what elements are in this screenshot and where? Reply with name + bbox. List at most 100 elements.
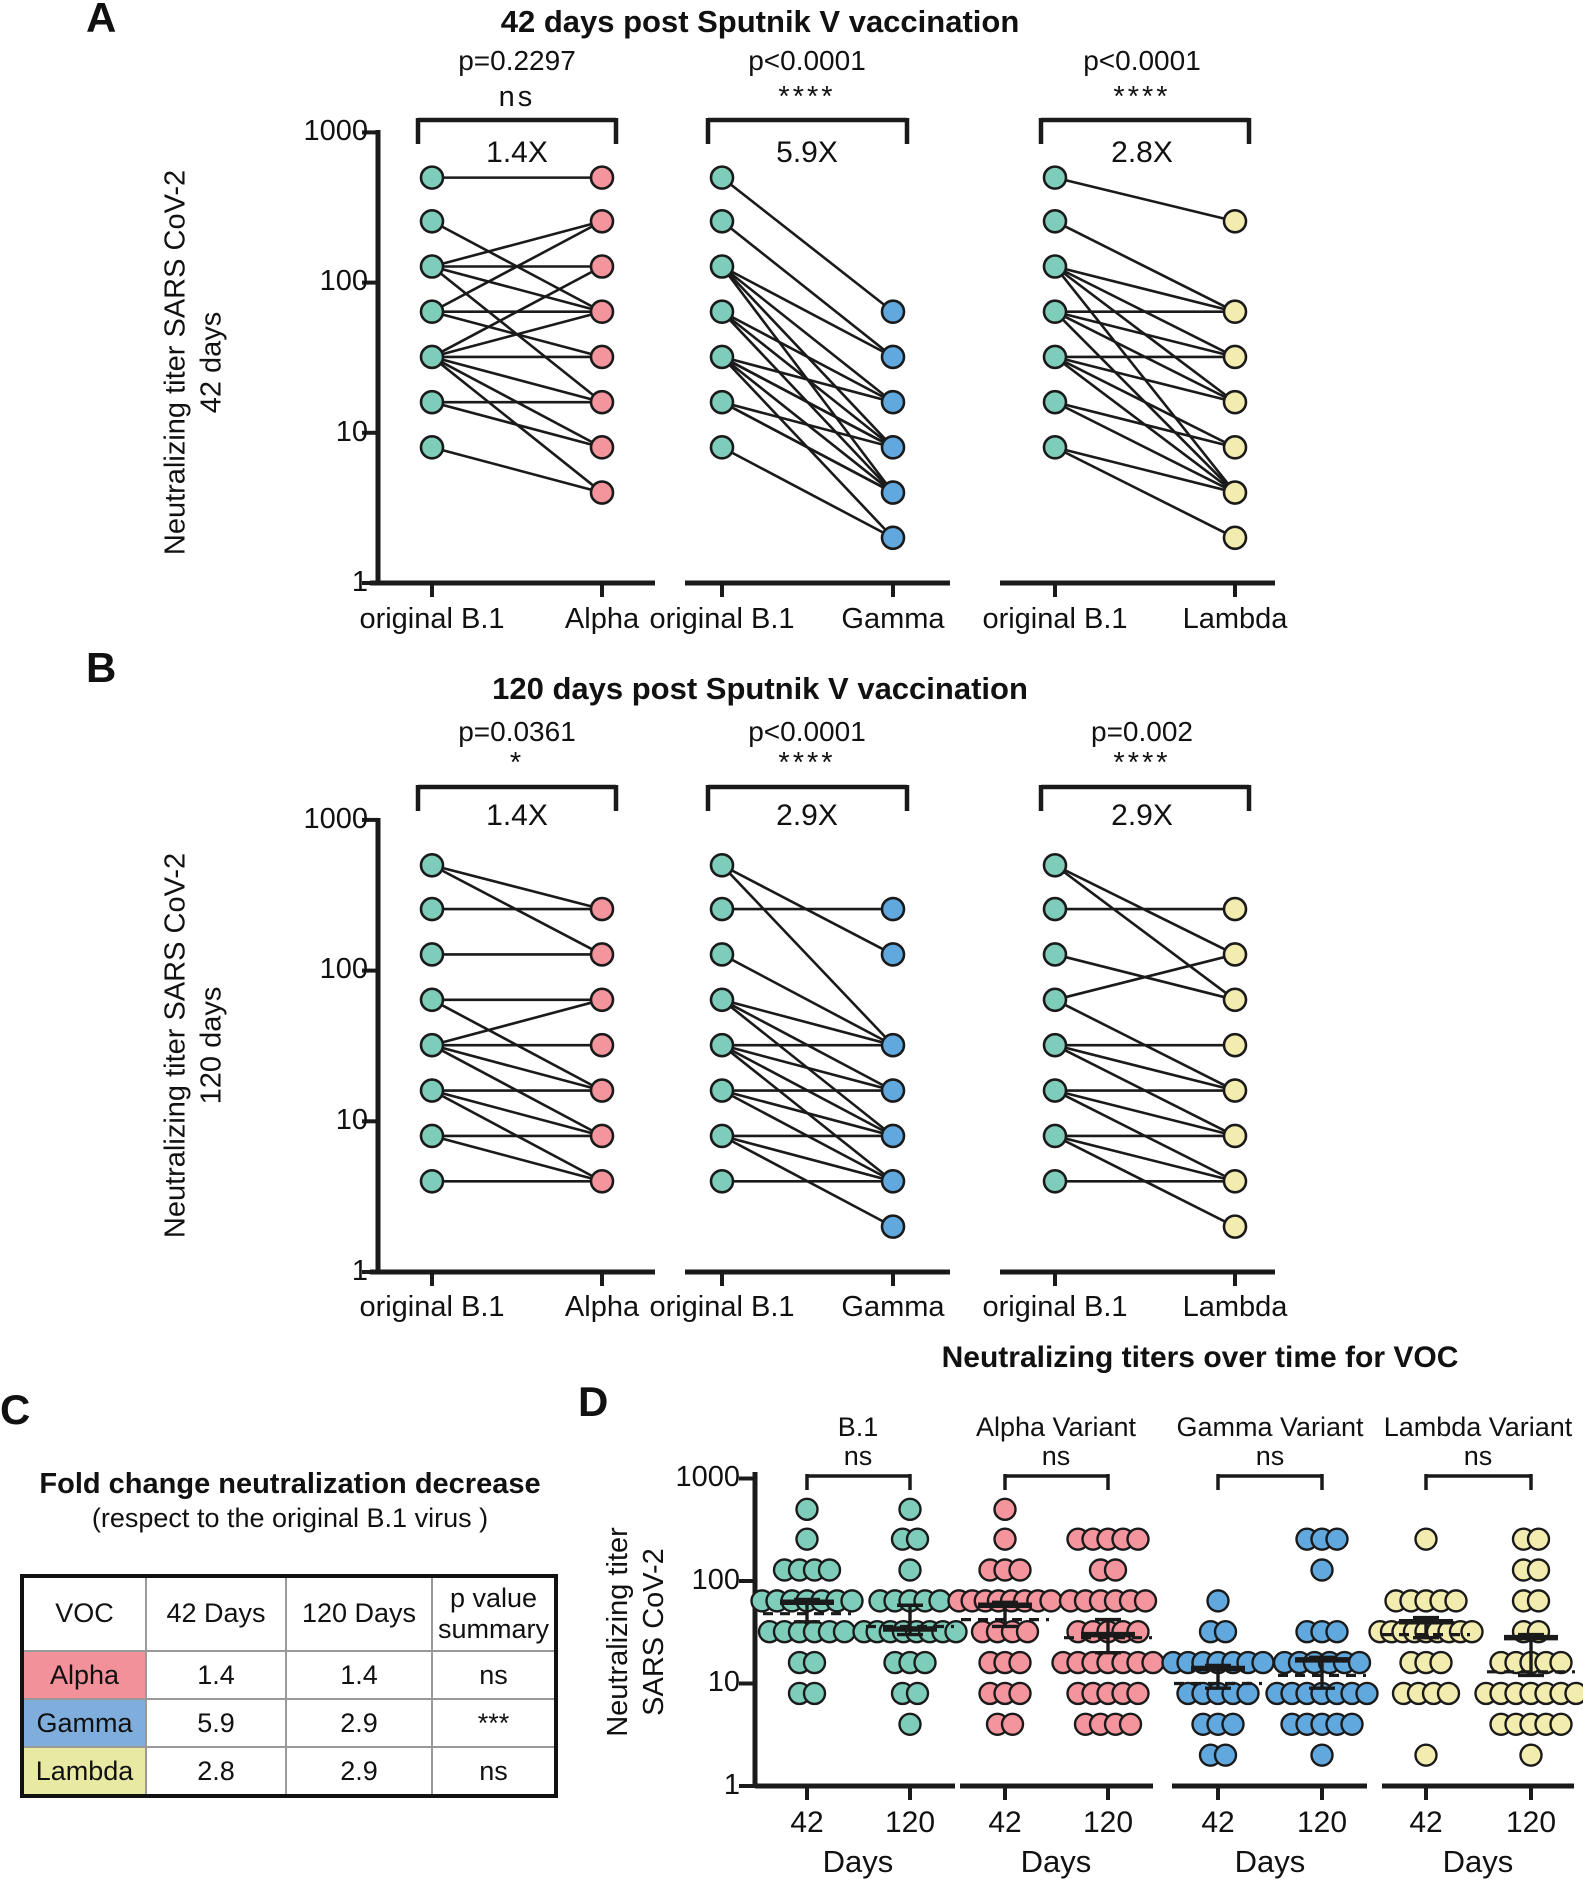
pair-line	[721, 355, 894, 404]
y-axis-label-line2: 120 days	[195, 986, 228, 1105]
x-tick-label: original B.1	[982, 1291, 1128, 1323]
data-point	[1222, 435, 1248, 460]
pair-line	[431, 265, 603, 313]
data-point	[1042, 254, 1068, 279]
pair-line	[431, 400, 603, 449]
x-tick-label: original B.1	[649, 603, 795, 635]
fold-change-label: 1.4X	[486, 799, 548, 832]
x-tick-label: 42	[1409, 1806, 1443, 1839]
x-tick-label: Alpha	[564, 603, 640, 635]
data-point	[1042, 344, 1068, 370]
x-tick-label: 42	[790, 1806, 824, 1839]
data-point	[1222, 208, 1248, 234]
data-point	[709, 435, 735, 460]
pair-line	[721, 310, 894, 404]
pair-line	[1054, 1089, 1236, 1138]
significance-label: ns	[1041, 1441, 1071, 1471]
significance-label: ****	[1113, 747, 1171, 779]
y-axis-label-line1: Neutralizing titer SARS CoV-2	[159, 169, 192, 556]
data-point	[1222, 1214, 1248, 1239]
x-tick-label: 120	[1296, 1806, 1348, 1839]
panel-b-label: B	[86, 644, 117, 691]
data-point	[1222, 389, 1248, 415]
data-point	[589, 896, 615, 922]
pair-line	[721, 446, 894, 539]
pair-line	[721, 265, 894, 359]
data-point	[709, 942, 735, 967]
data-point	[709, 1078, 735, 1103]
data-point	[1549, 1712, 1573, 1736]
data-point	[1444, 1589, 1468, 1613]
x-tick-label: original B.1	[649, 1291, 795, 1323]
alpha-120-days-value: 1.4	[285, 1650, 433, 1700]
pair-line	[431, 355, 603, 404]
data-point	[1008, 1558, 1032, 1582]
voc-cell-alpha: Alpha	[21, 1650, 147, 1700]
significance-label: *	[509, 747, 525, 779]
data-point	[589, 389, 615, 415]
data-point	[1103, 1558, 1128, 1582]
pair-line	[721, 1134, 894, 1183]
pair-line	[1054, 400, 1236, 494]
data-point	[1549, 1650, 1573, 1675]
fold-change-label: 2.8X	[1111, 136, 1173, 169]
data-point	[709, 254, 735, 279]
data-point	[1340, 1712, 1364, 1736]
data-point	[1526, 1527, 1551, 1551]
data-point	[1042, 987, 1068, 1013]
data-point	[1141, 1650, 1165, 1675]
data-point	[589, 165, 615, 190]
pair-line	[721, 1089, 894, 1138]
pair-line	[1054, 265, 1236, 313]
y-tick-label: 10	[335, 1104, 368, 1136]
table-header-voc: VOC	[21, 1575, 147, 1652]
x-axis-label: Days	[822, 1844, 894, 1879]
data-point	[1015, 1620, 1040, 1644]
data-point	[795, 1527, 819, 1551]
panel-b-title: 120 days post Sputnik V vaccination	[492, 671, 1028, 706]
data-point	[898, 1497, 922, 1522]
data-point	[709, 1123, 735, 1149]
fold-change-label: 5.9X	[776, 136, 838, 169]
data-point	[1460, 1620, 1484, 1644]
data-point	[1222, 1078, 1248, 1103]
panel-a-y-axis-label: Neutralizing titer SARS CoV-2 42 days	[158, 113, 253, 613]
data-point	[419, 254, 445, 279]
data-point	[709, 165, 735, 190]
data-point	[709, 1032, 735, 1058]
y-tick-label: 100	[319, 265, 368, 297]
data-point	[589, 254, 615, 279]
data-point	[1414, 1527, 1438, 1551]
data-point	[419, 389, 445, 415]
y-axis-label-line1: Neutralizing titer SARS CoV-2	[159, 852, 192, 1239]
table-header-p-value: p value summary	[431, 1575, 557, 1652]
data-point	[817, 1558, 842, 1582]
data-point	[1213, 1743, 1238, 1767]
group-header-b1: B.1	[837, 1412, 879, 1442]
significance-label: ****	[778, 747, 836, 779]
data-point	[880, 480, 906, 505]
data-point	[1526, 1589, 1551, 1613]
y-axis-label-line1: Neutralizing titer	[602, 1527, 634, 1737]
p-value: p=0.002	[1091, 716, 1193, 747]
x-tick-label: Gamma	[841, 1291, 945, 1323]
pair-line	[431, 998, 603, 1047]
data-point	[419, 896, 445, 922]
data-point	[905, 1681, 930, 1706]
pair-line	[431, 1043, 603, 1092]
data-point	[589, 299, 615, 325]
data-point	[898, 1712, 922, 1736]
panel-a-title: 42 days post Sputnik V vaccination	[500, 4, 1020, 39]
significance-label: ns	[1255, 1441, 1285, 1471]
data-point	[880, 1032, 906, 1058]
data-point	[1126, 1681, 1150, 1706]
data-point	[880, 1214, 906, 1239]
pair-line	[721, 953, 894, 1047]
x-tick-label: Alpha	[564, 1291, 640, 1323]
x-tick-label: original B.1	[982, 603, 1128, 635]
pair-line	[721, 1043, 894, 1092]
data-point	[589, 1078, 615, 1103]
y-tick-label: 100	[691, 1564, 740, 1596]
p-value: p=0.2297	[458, 45, 576, 76]
